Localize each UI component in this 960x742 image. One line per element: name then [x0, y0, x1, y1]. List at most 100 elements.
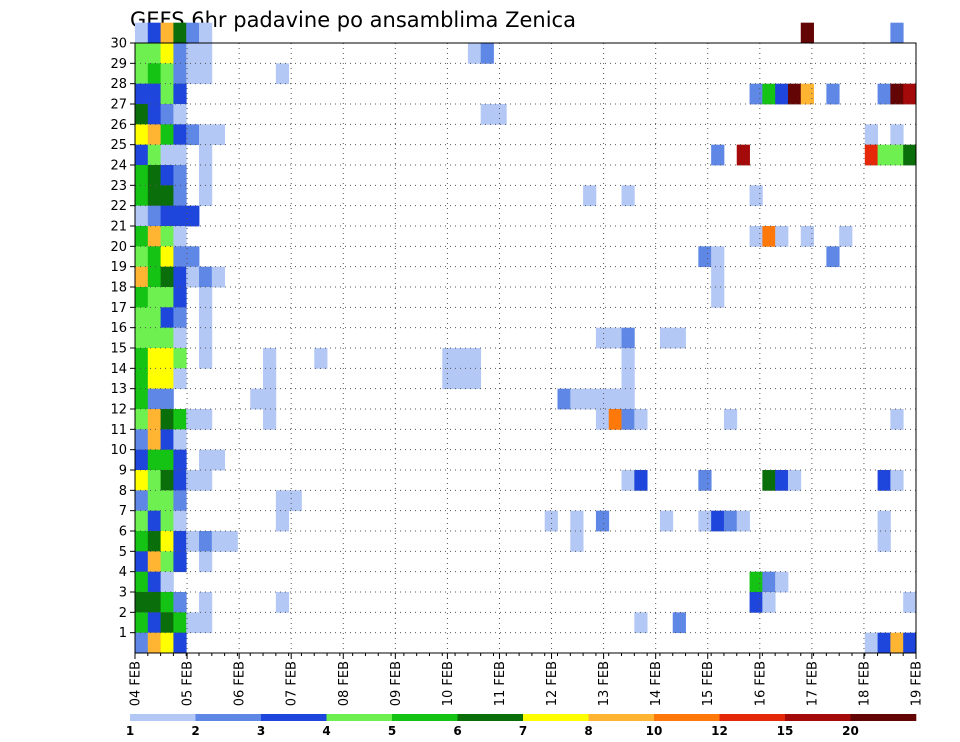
heatmap-cell	[199, 612, 213, 634]
heatmap-cell	[186, 612, 200, 634]
y-tick-label: 18	[110, 281, 127, 296]
heatmap-cell	[186, 470, 200, 491]
heatmap-cell	[775, 83, 789, 105]
heatmap-cell	[621, 327, 635, 349]
heatmap-cell	[775, 226, 789, 247]
colorbar-label: 4	[322, 724, 330, 738]
heatmap-cell	[199, 22, 213, 44]
heatmap-cell	[135, 429, 149, 451]
heatmap-cell	[775, 470, 789, 491]
y-tick-label: 12	[110, 403, 127, 418]
heatmap-cell	[173, 429, 187, 451]
heatmap-cell	[160, 43, 174, 64]
heatmap-cell	[160, 409, 174, 430]
heatmap-cell	[173, 531, 187, 552]
heatmap-cell	[263, 409, 277, 430]
heatmap-cell	[903, 632, 917, 654]
heatmap-cell	[173, 246, 187, 268]
y-tick-label: 22	[110, 199, 127, 214]
grid-lines	[135, 42, 916, 653]
heatmap-cell	[826, 246, 840, 268]
heatmap-cell	[608, 409, 622, 430]
heatmap-cell	[595, 510, 610, 532]
colorbar-segment	[785, 714, 851, 721]
colorbar-label: 5	[388, 724, 396, 738]
heatmap-cell	[890, 632, 904, 654]
heatmap-cell	[455, 348, 469, 369]
heatmap-cell	[762, 592, 776, 613]
y-tick-label: 20	[110, 240, 127, 255]
heatmap-cell	[608, 327, 622, 349]
heatmap-cell	[583, 388, 597, 410]
heatmap-cell	[135, 612, 149, 634]
heatmap-cell	[890, 124, 904, 146]
heatmap-cell	[199, 165, 213, 186]
heatmap-cell	[160, 470, 174, 491]
heatmap-cell	[890, 409, 904, 430]
heatmap-cell	[147, 429, 161, 451]
heatmap-cell	[135, 632, 149, 654]
colorbar-label: 1	[126, 724, 134, 738]
heatmap-cell	[275, 63, 290, 85]
heatmap-cell	[186, 246, 200, 268]
heatmap-cell	[698, 510, 712, 532]
colorbar-segment	[326, 714, 393, 721]
heatmap-cell	[199, 449, 213, 471]
colorbar-label: 3	[257, 724, 265, 738]
heatmap-cell	[160, 307, 174, 329]
heatmap-cell	[135, 531, 149, 552]
heatmap-cell	[135, 246, 149, 268]
heatmap-cell	[723, 409, 738, 430]
heatmap-cell	[877, 531, 891, 552]
heatmap-cell	[736, 510, 750, 532]
heatmap-cell	[147, 165, 161, 186]
heatmap-cell	[147, 307, 161, 329]
heatmap-cell	[160, 104, 174, 125]
heatmap-cell	[135, 63, 149, 85]
heatmap-cell	[147, 592, 161, 613]
heatmap-cell	[160, 287, 174, 308]
heatmap-cell	[583, 185, 597, 207]
heatmap-cell	[135, 348, 149, 369]
x-tick-label: 16 FEB	[753, 661, 768, 706]
heatmap-cell	[160, 165, 174, 186]
heatmap-cell	[199, 124, 213, 146]
heatmap-cell	[634, 409, 648, 430]
heatmap-cell	[877, 470, 891, 491]
colorbar-segment	[261, 714, 327, 721]
heatmap-cell	[736, 144, 750, 166]
y-tick-label: 6	[119, 525, 127, 540]
heatmap-cell	[135, 266, 149, 288]
y-tick-label: 26	[110, 118, 127, 133]
heatmap-cell	[147, 104, 161, 125]
heatmap-cell	[826, 83, 840, 105]
heatmap-cell	[608, 388, 622, 410]
colorbar-label: 20	[842, 724, 859, 738]
heatmap-cell	[211, 124, 226, 146]
heatmap-cells	[135, 22, 917, 654]
y-tick-label: 2	[119, 606, 127, 621]
heatmap-cell	[147, 287, 161, 308]
colorbar-segment	[654, 714, 720, 721]
colorbar-segment	[130, 714, 196, 721]
heatmap-cell	[173, 449, 187, 471]
heatmap-cell	[442, 348, 456, 369]
heatmap-cell	[787, 470, 802, 491]
y-tick-label: 30	[110, 37, 127, 52]
heatmap-cell	[160, 22, 174, 44]
heatmap-cell	[672, 327, 686, 349]
x-tick-label: 12 FEB	[545, 661, 560, 706]
heatmap-cell	[186, 531, 200, 552]
heatmap-cell	[711, 246, 725, 268]
heatmap-cell	[160, 246, 174, 268]
heatmap-cell	[173, 43, 187, 64]
x-tick-label: 18 FEB	[857, 661, 872, 706]
heatmap-cell	[147, 531, 161, 552]
heatmap-cell	[147, 266, 161, 288]
heatmap-cell	[903, 83, 917, 105]
heatmap-cell	[467, 348, 482, 369]
heatmap-cell	[762, 226, 776, 247]
heatmap-cell	[621, 470, 635, 491]
heatmap-cell	[160, 571, 174, 593]
heatmap-cell	[711, 287, 725, 308]
